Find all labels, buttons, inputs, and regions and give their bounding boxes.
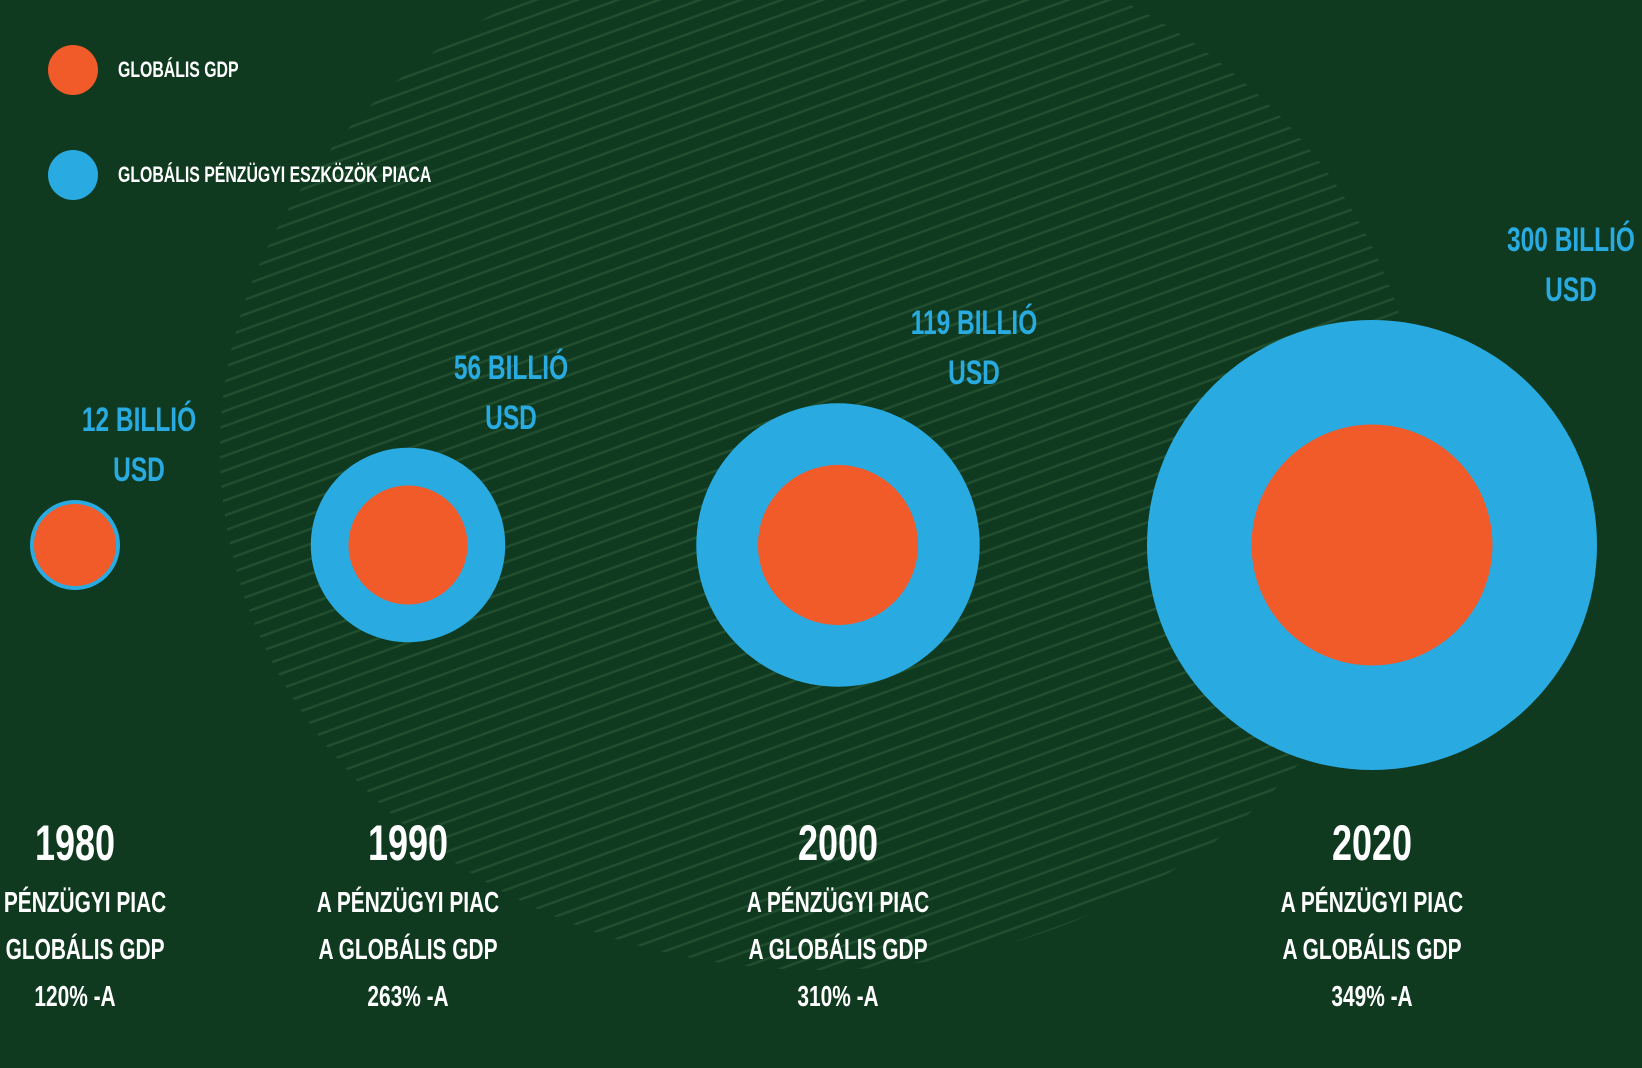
value-label: 12 BILLIÓ USD xyxy=(81,401,196,489)
legend-label: GLOBÁLIS GDP xyxy=(118,57,239,82)
caption-line: A PÉNZÜGYI PIAC xyxy=(746,887,930,919)
legend-swatch xyxy=(48,45,98,95)
legend-swatch xyxy=(48,150,98,200)
legend-label: GLOBÁLIS PÉNZÜGYI ESZKÖZÖK PIACA xyxy=(118,162,432,187)
caption-line: A GLOBÁLIS GDP xyxy=(318,934,498,966)
caption-line: A GLOBÁLIS GDP xyxy=(748,934,928,966)
value-label: 56 BILLIÓ USD xyxy=(453,348,569,437)
bubble xyxy=(1251,424,1493,666)
year-label: 2000 xyxy=(797,815,879,871)
value-label: 300 BILLIÓ USD xyxy=(1506,221,1635,309)
bubble xyxy=(33,503,117,587)
year-label: 2020 xyxy=(1331,815,1413,871)
caption-line: A PÉNZÜGYI PIAC xyxy=(1280,887,1464,919)
caption-line: 349% -A xyxy=(1331,981,1413,1013)
caption-line: 310% -A xyxy=(797,981,879,1013)
caption-line: A GLOBÁLIS GDP xyxy=(1282,934,1462,966)
caption-line: 263% -A xyxy=(367,981,449,1013)
caption-line: A PÉNZÜGYI PIAC xyxy=(0,887,167,919)
bubble xyxy=(757,464,919,626)
year-label: 1980 xyxy=(34,815,116,871)
value-label: 119 BILLIÓ USD xyxy=(911,304,1038,393)
caption-line: A GLOBÁLIS GDP xyxy=(0,934,165,966)
caption-line: 120% -A xyxy=(34,981,116,1013)
caption-line: A PÉNZÜGYI PIAC xyxy=(316,887,500,919)
year-label: 1990 xyxy=(367,815,449,871)
bubble xyxy=(348,485,468,605)
